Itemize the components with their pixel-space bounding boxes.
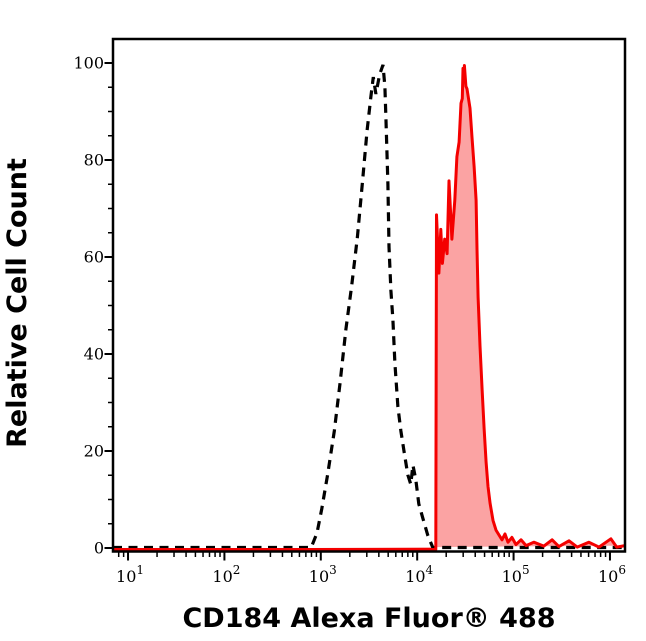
stain-curve (113, 64, 626, 551)
x-tick-label: 103 (309, 563, 337, 586)
plot-frame (111, 37, 627, 553)
y-tick-label: 100 (73, 54, 104, 73)
x-tick-label: 106 (598, 563, 626, 586)
y-axis-title: Relative Cell Count (2, 158, 33, 448)
x-tick-label: 102 (212, 563, 240, 586)
y-tick-label: 40 (84, 345, 104, 364)
y-tick-label: 60 (84, 248, 104, 267)
x-tick-label: 104 (405, 563, 433, 586)
y-tick-label: 0 (94, 539, 104, 558)
x-tick-label: 101 (116, 563, 144, 586)
y-tick-label: 20 (84, 442, 104, 461)
x-tick-label: 105 (502, 563, 530, 586)
control-curve (113, 64, 625, 550)
stain-area-fill (113, 65, 625, 550)
y-tick-label: 80 (84, 151, 104, 170)
generated-chart-layer: 0 20 40 60 80 100 101 102 103 104 105 106 (73, 37, 627, 586)
x-axis-title: CD184 Alexa Fluor® 488 (182, 603, 555, 634)
